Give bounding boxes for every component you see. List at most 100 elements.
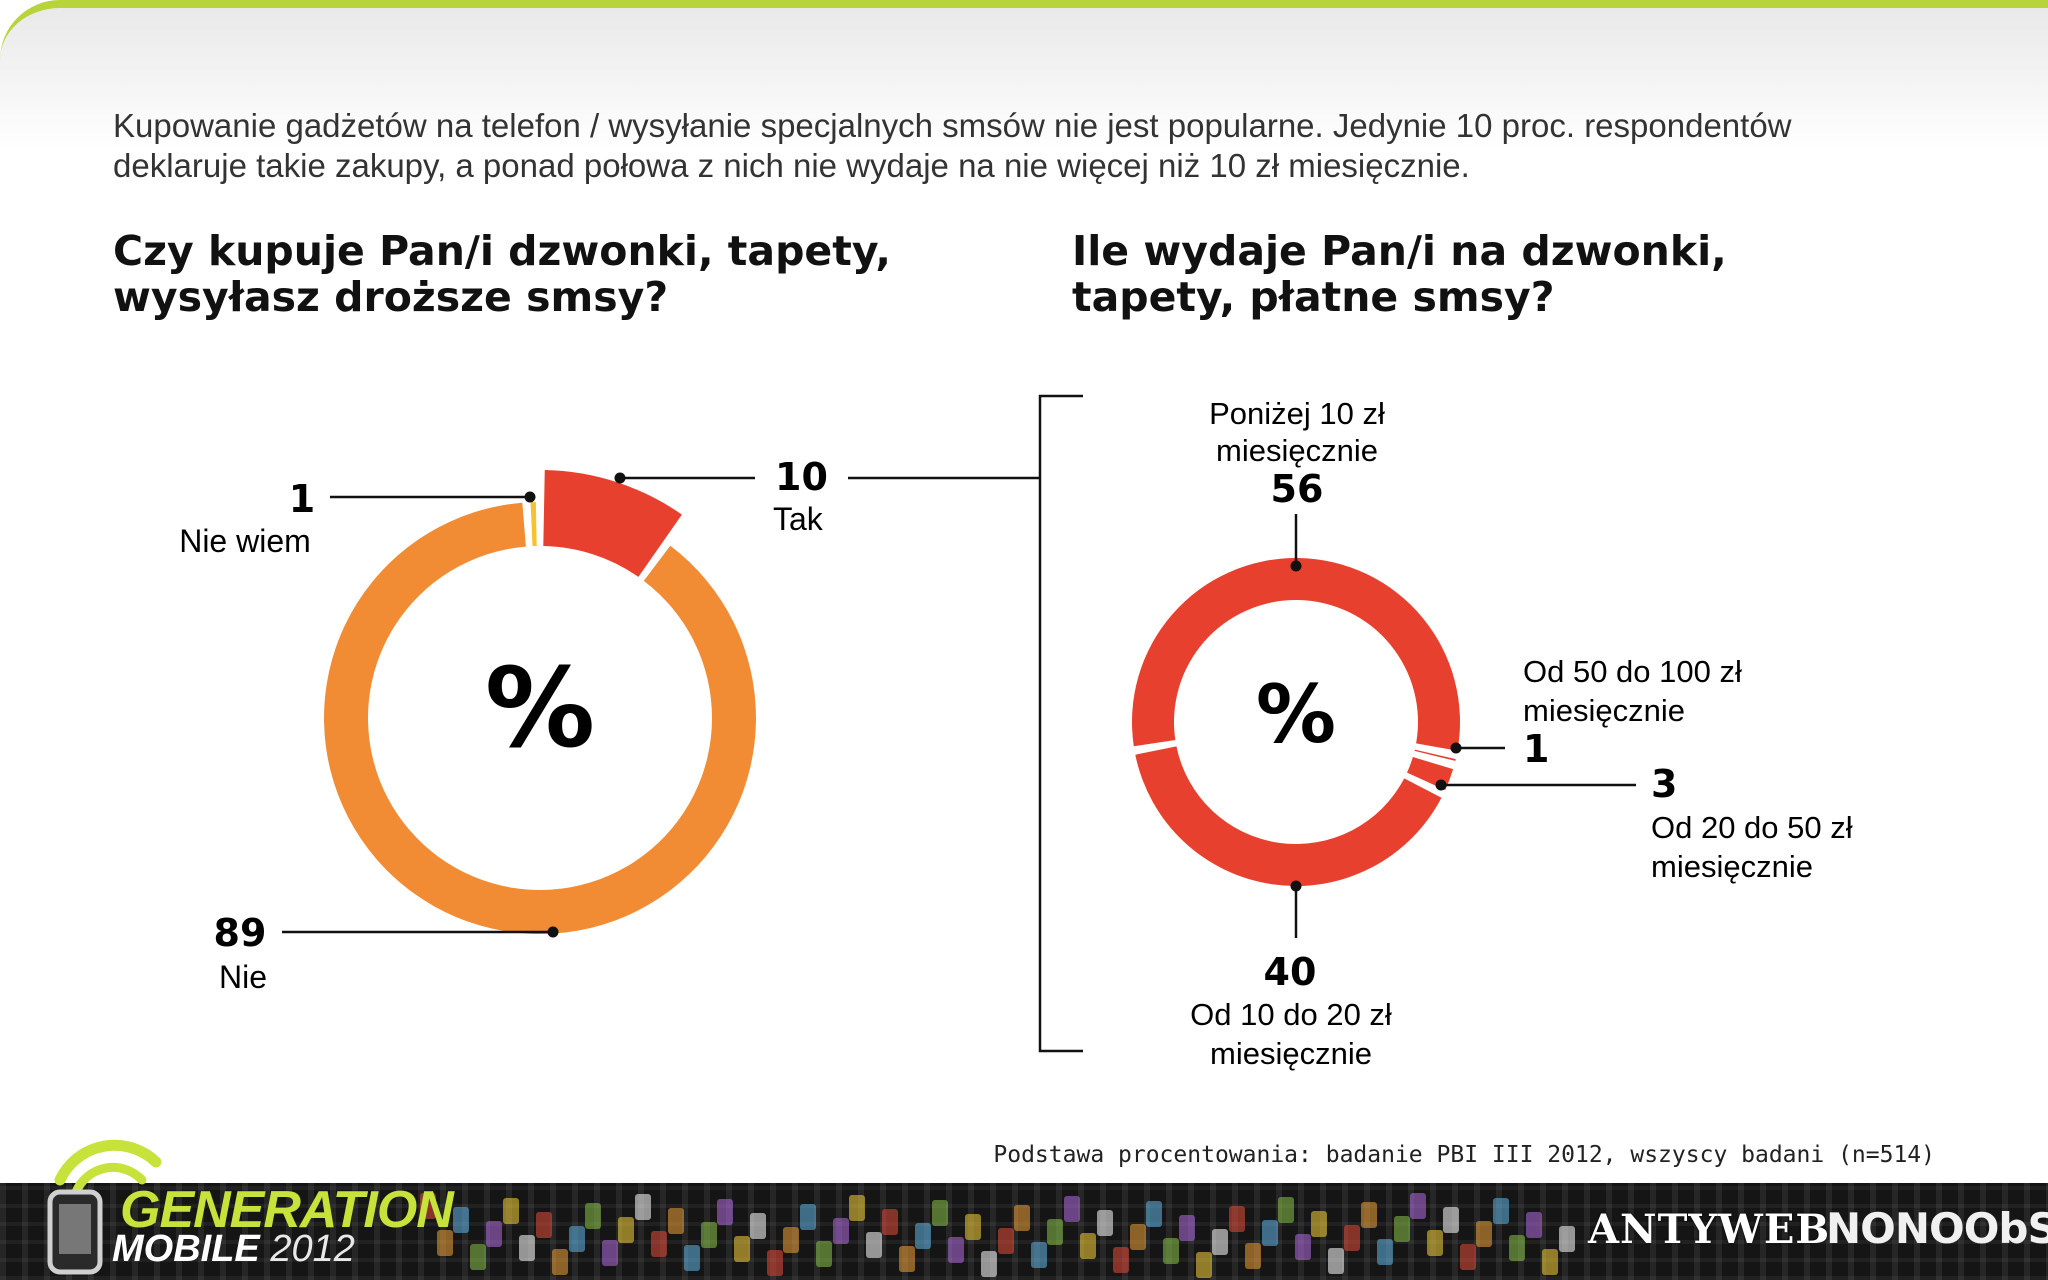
footer-pattern-tile [981,1251,997,1277]
footer-pattern-tile [1080,1233,1096,1259]
footer-pattern-tile [1014,1205,1030,1231]
footer-pattern-tile [1096,1210,1113,1236]
footer-pattern-tile [1360,1202,1377,1228]
leader-10-20 [1290,880,1302,938]
leader-nie-wiem [330,491,536,503]
footer-pattern-tile [799,1204,816,1230]
footer-pattern-tile [1525,1212,1542,1238]
footer-pattern-tile [502,1198,519,1224]
footer-pattern-tile [1030,1242,1047,1268]
chart-2-50-100-value: 1 [1523,727,1549,771]
chart-2-title-line-2: tapety, płatne smsy? [1072,273,1555,321]
footer-pattern-tile [1443,1207,1459,1233]
footer-pattern-tile [1261,1220,1278,1246]
footer-pattern-tile [552,1249,568,1275]
footer-pattern-tile [766,1250,783,1276]
footer-pattern-tile [700,1222,717,1248]
footer-pattern-tile [1294,1234,1311,1260]
footer-pattern-tile [1410,1193,1426,1219]
footer-pattern-tile [882,1209,898,1235]
bracket-connector [848,394,1083,1053]
chart-2-50-100-label-2: miesięcznie [1523,693,1685,728]
donut-slice-0 [543,470,682,577]
footer-pattern-tile [1327,1248,1344,1274]
logo-text-generation: GENERATION [120,1181,454,1239]
footer-pattern-tile [1278,1197,1294,1223]
intro-text: Kupowanie gadżetów na telefon / wysyłani… [113,106,1963,186]
leader-50-100 [1450,742,1505,754]
footer-pattern-tile [436,1230,453,1256]
intro-line-2: deklaruje takie zakupy, a ponad połowa z… [113,147,1470,184]
footer-pattern-tile [1492,1198,1509,1224]
footer-pattern-tile [832,1218,849,1244]
footer-pattern-tile [1558,1226,1575,1252]
footer-pattern-tile [816,1241,832,1267]
chart-1-title-line-2: wysyłasz droższe smsy? [113,273,669,321]
leader-nie [282,926,559,938]
footer-pattern-tile [1344,1225,1360,1251]
header-band [0,0,2048,150]
antyweb-logo: ANTYWEB [1588,1206,1831,1253]
chart-2-50-100-label-1: Od 50 do 100 zł [1523,654,1742,689]
logo-text-mobile-word: MOBILE [112,1228,260,1270]
footer-pattern-tile [931,1200,948,1226]
footer-pattern-tile [1542,1249,1558,1275]
footer-pattern-tile [1459,1244,1476,1270]
chart-2-20-50-label-2: miesięcznie [1651,849,1813,884]
footer-pattern-tile [1393,1216,1410,1242]
footer-pattern-tile [1162,1238,1179,1264]
donut-slice-0 [1132,557,1460,751]
chart-2-ponizej-label-2: miesięcznie [1216,433,1378,468]
footer-pattern-tile [1063,1196,1080,1222]
footer-pattern-tile [1245,1243,1261,1269]
chart-1-nie-wiem-label: Nie wiem [179,523,311,559]
donut-slice-1 [1414,749,1456,761]
footer-pattern-tile [1113,1247,1129,1273]
footnote: Podstawa procentowania: badanie PBI III … [993,1142,1935,1168]
footer-bar [0,1183,2048,1280]
footer-pattern-tile [964,1214,981,1240]
chart-2-ponizej-label-1: Poniżej 10 zł [1209,396,1385,431]
chart-1-nie-value: 89 [214,911,267,955]
footer-pattern-tile [601,1240,618,1266]
footer-pattern-tile [667,1208,684,1234]
footer-pattern-tile [717,1199,733,1225]
logo-text-year: 2012 [270,1228,355,1270]
chart-1-title: Czy kupuje Pan/i dzwonki, tapety, wysyła… [113,228,891,320]
footer-pattern-tile [1146,1201,1162,1227]
chart-2-20-50-label-1: Od 20 do 50 zł [1651,810,1853,845]
footer-pattern-tile [469,1244,486,1270]
chart-1-tak-value: 10 [775,455,828,499]
footer-pattern-tile [1047,1219,1063,1245]
chart-2-title-line-1: Ile wydaje Pan/i na dzwonki, [1072,227,1727,275]
chart-1-nie-label: Nie [219,959,267,995]
footer-pattern-tile [420,1193,436,1219]
footer-pattern-tile [1311,1211,1327,1237]
footer-pattern-tile [453,1207,469,1233]
chart-1-tak-label: Tak [773,501,824,537]
footer-pattern-tile [585,1203,601,1229]
chart-1-title-line-1: Czy kupuje Pan/i dzwonki, tapety, [113,227,891,275]
footer-pattern-tile [997,1228,1014,1254]
chart-2-10-20-label-1: Od 10 do 20 zł [1190,997,1392,1032]
footer-pattern-tile [1426,1230,1443,1256]
footer-pattern-tile [750,1213,766,1239]
footer-pattern-tile [1212,1229,1228,1255]
footer-pattern-tile [915,1223,931,1249]
footer-pattern-tile [865,1232,882,1258]
footer-pattern-tile [1476,1221,1492,1247]
donut-slice-3 [1135,746,1442,886]
footer-pattern-tile [618,1217,634,1243]
donut-chart-1 [323,470,756,934]
footer-pattern-tile [634,1194,651,1220]
chart-2-center-label: % [1256,668,1336,761]
footer-pattern-tile [1179,1215,1195,1241]
leader-tak [614,472,755,484]
charts-canvas: % 10 Tak 1 Nie wiem 89 Nie % Poniżej 10 … [179,394,1853,1071]
footer-pattern-tile [1509,1235,1525,1261]
footer-pattern-tile [1377,1239,1393,1265]
chart-2-ponizej-value: 56 [1271,467,1324,511]
nonoobs-logo: NONOObS [1826,1204,2048,1253]
signal-arc-outer-icon [54,1139,162,1186]
signal-arc-inner-icon [71,1163,147,1197]
